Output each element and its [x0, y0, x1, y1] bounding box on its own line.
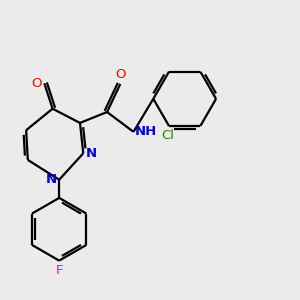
Text: O: O [32, 77, 42, 90]
Text: N: N [86, 147, 97, 160]
Text: NH: NH [135, 125, 157, 138]
Text: Cl: Cl [161, 129, 174, 142]
Text: F: F [56, 264, 63, 277]
Text: O: O [115, 68, 125, 81]
Text: N: N [46, 173, 57, 186]
